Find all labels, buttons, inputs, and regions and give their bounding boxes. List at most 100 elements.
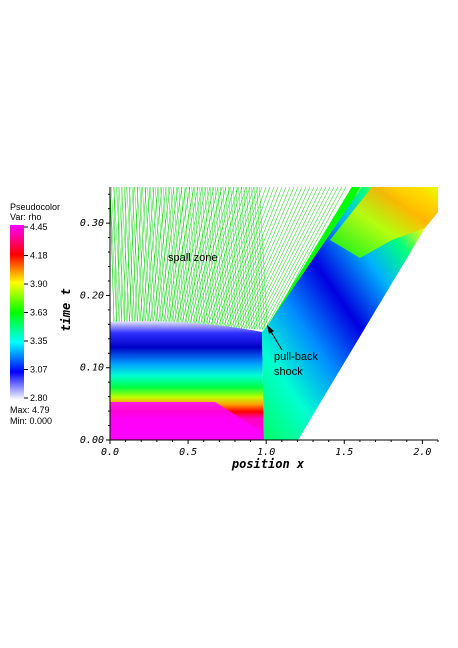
spall-line (129, 186, 138, 324)
spall-line (178, 186, 211, 326)
colorbar-tick-label: 3.63 (30, 308, 48, 318)
spall-line (111, 186, 120, 323)
x-tick-label: 2.0 (413, 447, 431, 458)
x-tick-label: 1.5 (335, 447, 353, 458)
spall-line (225, 186, 283, 328)
pullback-annotation-line1: pull-back (274, 351, 319, 363)
spall-line (152, 186, 161, 325)
y-tick-label: 0.00 (80, 435, 104, 446)
spall-line (157, 186, 179, 325)
spall-line (150, 186, 159, 325)
pullback-arrow (269, 329, 283, 351)
spall-line (241, 186, 307, 329)
legend-title: Pseudocolor (10, 202, 60, 212)
spall-line (157, 186, 167, 325)
spall-line (254, 186, 327, 330)
spall-line (233, 186, 295, 329)
spall-line (155, 186, 164, 325)
colorbar-tick-label: 3.07 (30, 365, 48, 375)
spall-line (139, 186, 148, 324)
spall-line (131, 186, 141, 324)
spall-line (109, 186, 117, 323)
spall-line (124, 186, 127, 323)
spall-line (194, 186, 203, 327)
spall-line (235, 186, 299, 329)
spall-line (217, 186, 226, 328)
spall-line (137, 186, 146, 324)
spall-line (178, 186, 187, 326)
spall-line (186, 186, 195, 327)
spall-line (204, 186, 213, 328)
colorbar-ticks: 4.45 4.18 3.90 3.63 3.35 3.07 2.80 (24, 222, 48, 403)
spall-line (220, 186, 229, 328)
spall-line (147, 186, 163, 324)
top-right-region (330, 187, 438, 258)
y-ticks: 0.00 0.10 0.20 0.30 (80, 193, 110, 446)
spall-line (215, 186, 267, 328)
spall-line (215, 186, 224, 328)
spall-line (264, 186, 343, 330)
spall-line (261, 186, 339, 330)
colorbar-tick-label: 2.80 (30, 393, 48, 403)
spall-line (165, 186, 174, 326)
x-axis-label: position x (231, 457, 305, 471)
spall-line (228, 186, 287, 328)
colorbar-legend: Pseudocolor Var: rho 4.45 4.18 3.90 3.63 3.3… (10, 202, 60, 426)
legend-max: Max: 4.79 (10, 405, 50, 415)
spall-line (150, 186, 167, 324)
spall-line (183, 186, 193, 327)
spall-line (168, 186, 177, 326)
spall-line (209, 186, 219, 328)
spall-line (225, 186, 234, 329)
spall-line (248, 186, 258, 330)
spall-line (160, 186, 183, 325)
spall-line (126, 186, 135, 324)
spall-line (196, 186, 206, 327)
spall-line (207, 186, 255, 327)
spall-line (170, 186, 199, 325)
spall-line (117, 186, 120, 323)
colorbar-tick-label: 4.18 (30, 251, 48, 261)
spall-line (173, 186, 182, 326)
spall-line (147, 186, 156, 325)
pullback-arrowhead (267, 325, 274, 334)
spall-line (163, 186, 172, 325)
y-tick-label: 0.10 (80, 363, 104, 374)
spall-line (212, 186, 221, 328)
spall-line (196, 186, 239, 327)
spall-line (189, 186, 198, 327)
spall-line (256, 186, 265, 330)
spall-line (189, 186, 227, 326)
spall-line (202, 186, 211, 327)
spall-line (142, 186, 151, 324)
spall-line (246, 186, 255, 330)
plot-area: 0.0 0.5 1.0 1.5 2.0 0.00 0.10 0.20 0.30 positio… (59, 186, 439, 471)
spall-line (233, 186, 242, 329)
spall-line (222, 186, 232, 329)
spall-line (207, 186, 216, 328)
high-density-core (110, 402, 264, 440)
legend-variable: Var: rho (10, 212, 41, 222)
spall-line (144, 186, 154, 325)
spall-line (238, 186, 247, 329)
spall-line (243, 186, 252, 330)
spall-line (113, 186, 122, 323)
y-tick-label: 0.20 (80, 290, 104, 301)
spall-line (228, 186, 237, 329)
spall-line (254, 186, 263, 330)
spall-line (176, 186, 185, 326)
colorbar (10, 225, 24, 400)
wave-band (262, 187, 438, 440)
spall-line (121, 186, 130, 323)
spall-line (246, 186, 315, 329)
legend-min: Min: 0.000 (10, 416, 52, 426)
colorbar-tick-label: 4.45 (30, 222, 48, 232)
spall-line (142, 186, 155, 324)
spall-line (199, 186, 243, 327)
spall-line (191, 186, 200, 327)
spall-line (259, 186, 268, 330)
spall-line (160, 186, 169, 325)
y-tick-label: 0.30 (80, 218, 104, 229)
spall-line (155, 186, 175, 325)
